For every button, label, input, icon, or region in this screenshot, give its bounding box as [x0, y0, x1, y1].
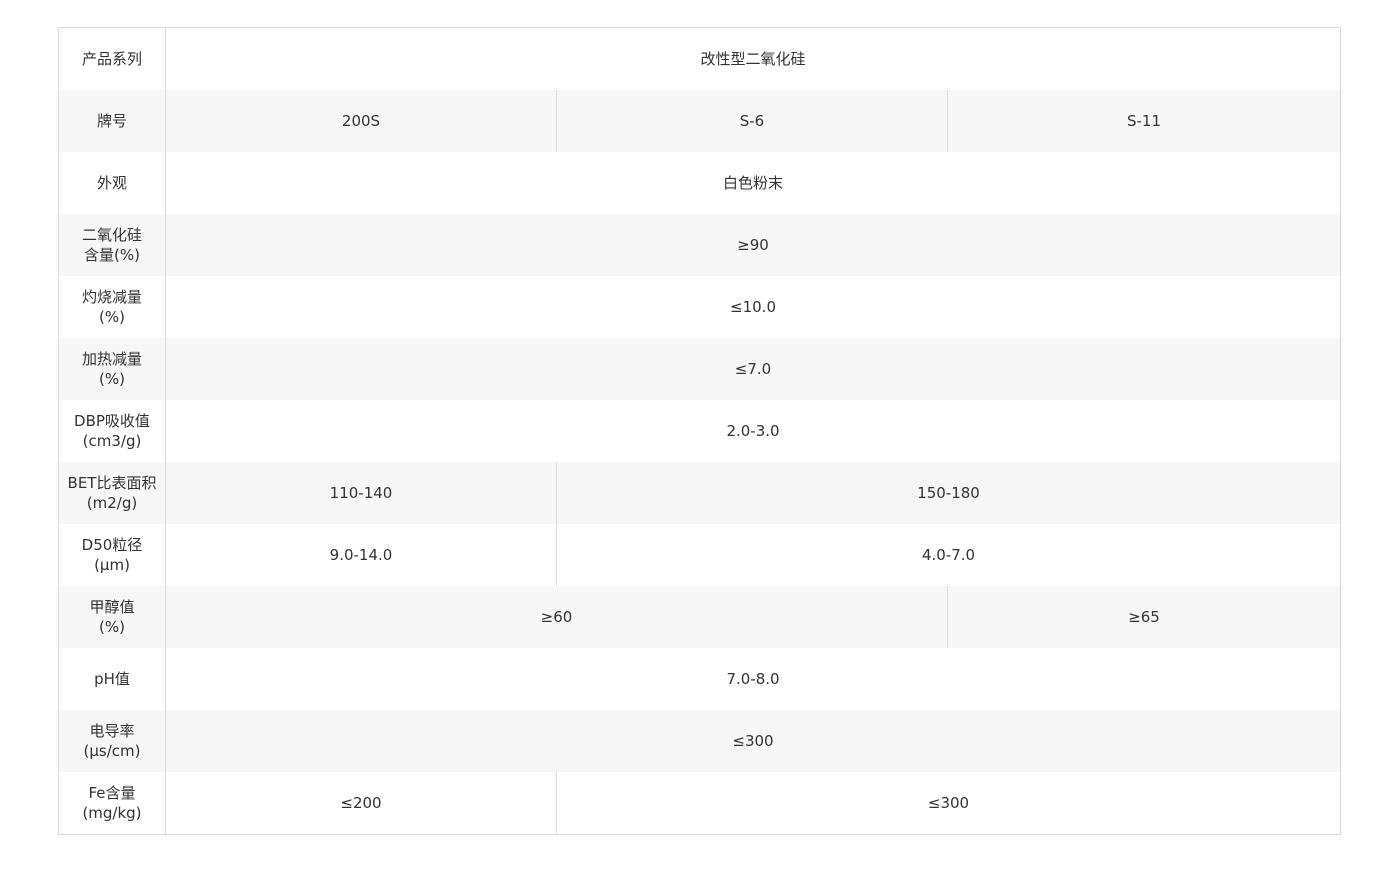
row-label-line: 灼烧减量	[81, 288, 142, 306]
row-label-line: 外观	[96, 174, 127, 192]
row-label-line: 甲醇值	[89, 598, 135, 616]
row-label-line: 二氧化硅	[81, 226, 142, 244]
table-cell: ≥60	[165, 586, 948, 648]
row-label-line: (%)	[99, 308, 125, 326]
row-label: D50粒径 (μm)	[58, 524, 166, 586]
row-label-line: pH值	[94, 670, 130, 688]
table-cell: S-6	[556, 90, 948, 152]
row-label: DBP吸收值 (cm3/g)	[58, 400, 166, 462]
row-label: pH值	[58, 648, 166, 710]
row-label-line: (m2/g)	[86, 494, 138, 512]
row-label: 灼烧减量 (%)	[58, 276, 166, 338]
table-cell: ≤10.0	[164, 276, 1341, 338]
row-label: 加热减量 (%)	[58, 338, 166, 400]
row-label: BET比表面积 (m2/g)	[58, 462, 166, 524]
table-row: 产品系列 改性型二氧化硅	[58, 27, 1341, 90]
table-cell: 4.0-7.0	[555, 524, 1341, 586]
table-cell: ≤200	[165, 772, 557, 835]
row-label: 牌号	[58, 90, 166, 152]
row-label: 外观	[58, 152, 166, 214]
row-label-line: (μm)	[94, 556, 130, 574]
row-label-line: (μs/cm)	[83, 742, 141, 760]
row-label-line: 加热减量	[81, 350, 142, 368]
table-cell: ≥65	[946, 586, 1341, 648]
table-row: 甲醇值 (%) ≥60 ≥65	[58, 586, 1341, 648]
row-label-line: BET比表面积	[67, 474, 157, 492]
row-label-line: DBP吸收值	[74, 412, 150, 430]
row-label-line: (%)	[99, 370, 125, 388]
table-row: BET比表面积 (m2/g) 110-140 150-180	[58, 462, 1341, 524]
product-spec-table: 产品系列 改性型二氧化硅 牌号 200S S-6 S-11 外观 白色粉末 二氧化硅 含量(%) ≥…	[58, 27, 1342, 835]
row-label-line: 牌号	[96, 112, 127, 130]
table-row: 加热减量 (%) ≤7.0	[58, 338, 1341, 400]
table-cell: 改性型二氧化硅	[164, 27, 1341, 90]
table-cell: 200S	[165, 90, 557, 152]
table-cell: 9.0-14.0	[165, 524, 557, 586]
table-cell: 白色粉末	[164, 152, 1341, 214]
table-row: D50粒径 (μm) 9.0-14.0 4.0-7.0	[58, 524, 1341, 586]
table-row: 二氧化硅 含量(%) ≥90	[58, 214, 1341, 276]
row-label: 产品系列	[58, 27, 166, 90]
table-cell: ≤7.0	[164, 338, 1341, 400]
row-label-line: 含量(%)	[84, 246, 140, 264]
table-cell: 7.0-8.0	[164, 648, 1341, 710]
table-cell: S-11	[946, 90, 1341, 152]
table-cell: 110-140	[165, 462, 557, 524]
row-label-line: (cm3/g)	[82, 432, 142, 450]
row-label: 二氧化硅含量(%)	[58, 214, 166, 276]
row-label-line: 电导率	[89, 722, 135, 740]
row-label: Fe含量 (mg/kg)	[58, 772, 166, 835]
table-row: pH值 7.0-8.0	[58, 648, 1341, 710]
row-label-line: Fe含量	[88, 784, 136, 802]
table-row: 牌号 200S S-6 S-11	[58, 90, 1341, 152]
row-label-line: (mg/kg)	[82, 804, 142, 822]
table-row: 外观 白色粉末	[58, 152, 1341, 214]
table-row: 电导率 (μs/cm) ≤300	[58, 710, 1341, 772]
table-cell: ≥90	[164, 214, 1341, 276]
row-label: 甲醇值 (%)	[58, 586, 166, 648]
table-row: Fe含量 (mg/kg) ≤200 ≤300	[58, 772, 1341, 835]
row-label-line: 产品系列	[81, 50, 142, 68]
table-body: 产品系列 改性型二氧化硅 牌号 200S S-6 S-11 外观 白色粉末 二氧化硅 含量(%) ≥…	[58, 27, 1341, 835]
table-row: 灼烧减量 (%) ≤10.0	[58, 276, 1341, 338]
table-cell: ≤300	[555, 772, 1341, 835]
table-cell: 150-180	[555, 462, 1341, 524]
row-label: 电导率 (μs/cm)	[58, 710, 166, 772]
row-label-line: (%)	[99, 618, 125, 636]
table-row: DBP吸收值 (cm3/g) 2.0-3.0	[58, 400, 1341, 462]
table-cell: ≤300	[164, 710, 1341, 772]
row-label-line: D50粒径	[81, 536, 143, 554]
table-cell: 2.0-3.0	[164, 400, 1341, 462]
